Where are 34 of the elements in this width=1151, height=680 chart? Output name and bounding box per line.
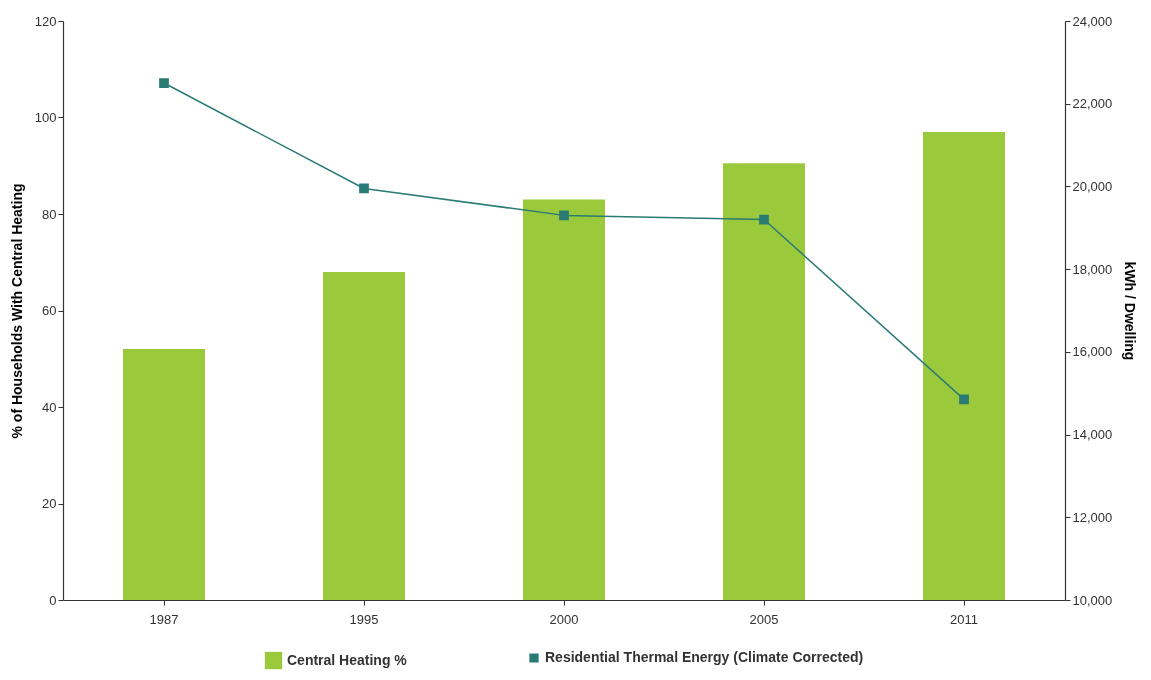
x-tick-label: 2011 [950,611,978,627]
y-tick-label: 40 [42,399,57,415]
y2-tick-label: 14,000 [1072,427,1113,443]
y-tick-label: 0 [49,592,57,608]
bar [723,163,805,600]
x-tick-label: 1995 [349,611,379,627]
y2-tick-label: 12,000 [1072,509,1113,525]
point [959,394,969,405]
point [359,183,369,194]
point [759,214,769,225]
y2-tick-label: 18,000 [1072,261,1113,277]
bar [323,271,405,600]
bar [523,199,605,600]
x-tick-label: 2005 [749,611,779,627]
y2-tick-label: 10,000 [1072,592,1113,608]
x-tick-label: 1987 [149,611,179,627]
y-tick-label: 20 [42,496,57,511]
y2-tick-label: 20,000 [1072,178,1113,194]
y2-tick-label: 22,000 [1072,96,1113,112]
y-tick-label: 120 [34,13,57,29]
point [159,78,169,88]
y2-tick-label: 16,000 [1072,344,1113,360]
bar [923,131,1005,600]
y2-tick-label: 24,000 [1072,13,1113,29]
legend-label: Central Heating % [287,651,408,668]
bar [123,349,205,600]
y-tick-label: 80 [42,206,57,222]
y-tick-label: 100 [34,110,57,125]
y-axis-title: % of Households With Central Heating [8,183,25,439]
y2-axis-title: kWh / Dwelling [1122,261,1139,361]
legend-label: Residential Thermal Energy (Climate Corrected) [545,649,864,665]
point [559,210,569,221]
x-tick-label: 2000 [549,611,579,627]
y-tick-label: 60 [42,303,57,318]
